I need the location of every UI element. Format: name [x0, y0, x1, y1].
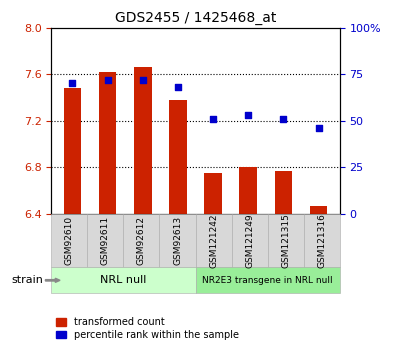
Text: GSM121316: GSM121316 — [317, 213, 326, 268]
Bar — [275, 171, 292, 214]
Point — [104, 77, 111, 82]
Point — [139, 77, 146, 82]
Text: NRL null: NRL null — [100, 275, 147, 285]
Title: GDS2455 / 1425468_at: GDS2455 / 1425468_at — [115, 11, 276, 25]
Bar — [239, 167, 257, 214]
Text: GSM92612: GSM92612 — [137, 216, 146, 265]
Text: GSM121242: GSM121242 — [209, 214, 218, 268]
Point — [280, 116, 287, 122]
Text: GSM121315: GSM121315 — [281, 213, 290, 268]
Point — [175, 85, 181, 90]
Bar — [64, 88, 81, 214]
Bar — [99, 72, 117, 214]
Bar — [204, 173, 222, 214]
Point — [245, 112, 252, 118]
Point — [316, 126, 322, 131]
Text: GSM92610: GSM92610 — [65, 216, 74, 265]
Bar — [310, 206, 327, 214]
Bar — [169, 100, 187, 214]
Point — [210, 116, 216, 122]
Text: GSM121249: GSM121249 — [245, 213, 254, 268]
Bar — [134, 67, 152, 214]
Legend: transformed count, percentile rank within the sample: transformed count, percentile rank withi… — [56, 317, 239, 340]
Text: NR2E3 transgene in NRL null: NR2E3 transgene in NRL null — [202, 276, 333, 285]
Text: GSM92611: GSM92611 — [101, 216, 110, 265]
Point — [69, 81, 75, 86]
Text: GSM92613: GSM92613 — [173, 216, 182, 265]
Text: strain: strain — [11, 275, 43, 285]
